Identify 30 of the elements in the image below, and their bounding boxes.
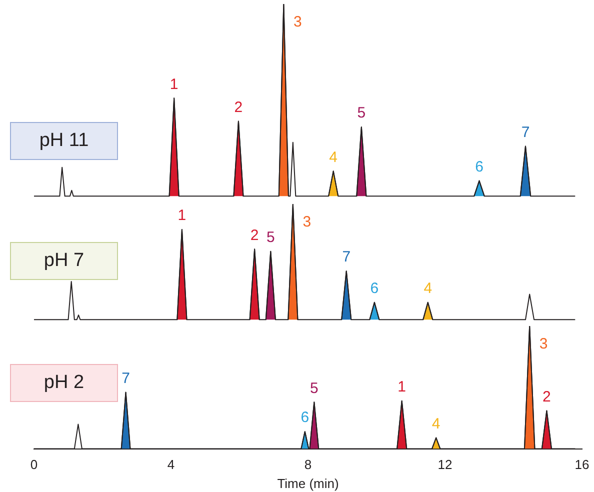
series-label: 4 <box>432 415 440 432</box>
x-tick-label: 16 <box>574 457 590 472</box>
x-tick-label: 4 <box>167 457 175 472</box>
series-label: 6 <box>300 409 310 426</box>
label-box: pH 2 <box>10 364 118 402</box>
series-label: 7 <box>342 248 351 266</box>
label-box: pH 7 <box>10 242 118 280</box>
series-label: 6 <box>370 280 379 297</box>
series-label: 3 <box>302 214 312 231</box>
series-label: 5 <box>357 104 366 122</box>
series-label: 7 <box>122 370 130 387</box>
series-label: 3 <box>294 14 302 31</box>
series-label: 5 <box>310 380 318 397</box>
series-label: 1 <box>178 207 186 224</box>
series-label: 2 <box>542 388 551 406</box>
label-box: pH 11 <box>10 122 118 160</box>
series-label: 4 <box>329 148 338 166</box>
series-label: 6 <box>475 158 484 176</box>
x-axis-title: Time (min) <box>277 476 339 491</box>
series-label: 3 <box>539 336 548 353</box>
x-tick-label: 12 <box>438 457 452 472</box>
series-label: 7 <box>521 124 530 141</box>
series-label: 1 <box>170 76 178 93</box>
series-label: 4 <box>424 280 432 297</box>
x-tick-label: 8 <box>304 457 312 472</box>
x-tick-label: 0 <box>30 457 38 472</box>
series-label: 1 <box>398 378 406 396</box>
series-label: 2 <box>250 226 259 244</box>
series-label: 2 <box>234 98 243 116</box>
series-label: 5 <box>266 229 275 246</box>
